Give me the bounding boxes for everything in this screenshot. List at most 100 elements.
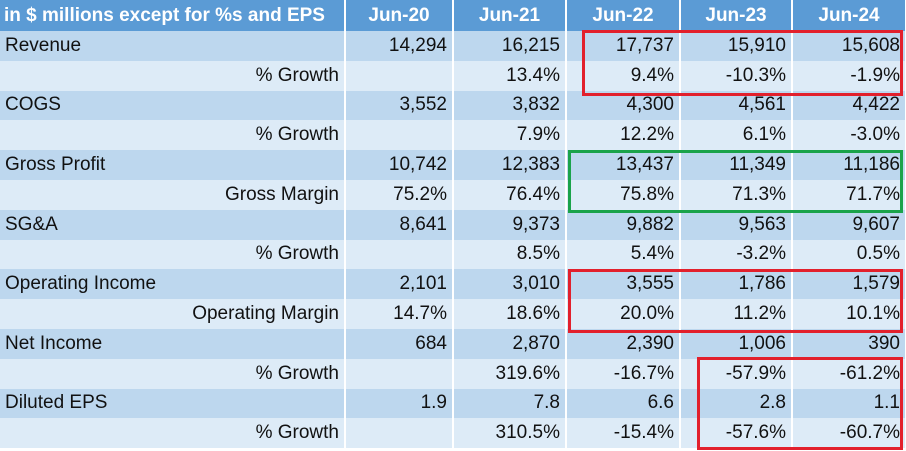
- cell: -1.9%: [792, 60, 906, 91]
- row-cogs: COGS 3,552 3,832 4,300 4,561 4,422: [0, 90, 906, 121]
- row-label: Revenue: [0, 31, 346, 61]
- cell: 13,437: [566, 150, 681, 180]
- cell: [345, 418, 454, 449]
- cell: 11,186: [792, 150, 906, 180]
- cell: -10.3%: [680, 60, 793, 91]
- row-gross-margin: Gross Margin 75.2% 76.4% 75.8% 71.3% 71.…: [0, 179, 906, 210]
- cell: [345, 239, 454, 270]
- row-gross-profit: Gross Profit 10,742 12,383 13,437 11,349…: [0, 150, 906, 180]
- row-label: Net Income: [0, 328, 346, 359]
- header-jun-21: Jun-21: [453, 0, 567, 31]
- cell: 4,561: [680, 90, 793, 121]
- cell: 10,742: [345, 150, 454, 180]
- cell: 310.5%: [453, 418, 567, 449]
- cell: 1.9: [345, 388, 454, 419]
- cell: 76.4%: [453, 179, 567, 210]
- header-label: in $ millions except for %s and EPS: [0, 0, 346, 31]
- cell: 6.6: [566, 388, 681, 419]
- cell: 3,010: [453, 269, 567, 300]
- cell: 2,390: [566, 328, 681, 359]
- cell: 4,300: [566, 90, 681, 121]
- cell: 9,607: [792, 209, 906, 240]
- cell: 1,786: [680, 269, 793, 300]
- cell: 14,294: [345, 31, 454, 61]
- cell: 9,373: [453, 209, 567, 240]
- header-jun-23: Jun-23: [680, 0, 793, 31]
- cell: 12,383: [453, 150, 567, 180]
- cell: 319.6%: [453, 358, 567, 389]
- cell: 0.5%: [792, 239, 906, 270]
- row-label: % Growth: [0, 418, 346, 449]
- cell: -3.0%: [792, 120, 906, 151]
- row-eps-growth: % Growth 310.5% -15.4% -57.6% -60.7%: [0, 418, 906, 449]
- cell: 4,422: [792, 90, 906, 121]
- row-label: % Growth: [0, 239, 346, 270]
- cell: 1.1: [792, 388, 906, 419]
- cell: 16,215: [453, 31, 567, 61]
- cell: 17,737: [566, 31, 681, 61]
- cell: 15,608: [792, 31, 906, 61]
- row-label: Operating Margin: [0, 299, 346, 329]
- cell: -61.2%: [792, 358, 906, 389]
- cell: 13.4%: [453, 60, 567, 91]
- cell: 1,579: [792, 269, 906, 300]
- header-row: in $ millions except for %s and EPS Jun-…: [0, 0, 906, 31]
- row-cogs-growth: % Growth 7.9% 12.2% 6.1% -3.0%: [0, 120, 906, 151]
- cell: -16.7%: [566, 358, 681, 389]
- row-sga-growth: % Growth 8.5% 5.4% -3.2% 0.5%: [0, 239, 906, 270]
- row-operating-income: Operating Income 2,101 3,010 3,555 1,786…: [0, 269, 906, 300]
- cell: 7.8: [453, 388, 567, 419]
- row-label: Operating Income: [0, 269, 346, 300]
- row-operating-margin: Operating Margin 14.7% 18.6% 20.0% 11.2%…: [0, 299, 906, 329]
- cell: 14.7%: [345, 299, 454, 329]
- cell: -60.7%: [792, 418, 906, 449]
- cell: 20.0%: [566, 299, 681, 329]
- row-label: % Growth: [0, 60, 346, 91]
- header-jun-22: Jun-22: [566, 0, 681, 31]
- row-label: % Growth: [0, 358, 346, 389]
- cell: 3,832: [453, 90, 567, 121]
- row-revenue: Revenue 14,294 16,215 17,737 15,910 15,6…: [0, 31, 906, 61]
- cell: -15.4%: [566, 418, 681, 449]
- cell: 11,349: [680, 150, 793, 180]
- cell: 2,870: [453, 328, 567, 359]
- cell: 8,641: [345, 209, 454, 240]
- cell: 11.2%: [680, 299, 793, 329]
- row-label: COGS: [0, 90, 346, 121]
- cell: 3,555: [566, 269, 681, 300]
- row-net-income: Net Income 684 2,870 2,390 1,006 390: [0, 328, 906, 359]
- cell: 2,101: [345, 269, 454, 300]
- row-label: Gross Margin: [0, 179, 346, 210]
- cell: 9,882: [566, 209, 681, 240]
- row-diluted-eps: Diluted EPS 1.9 7.8 6.6 2.8 1.1: [0, 388, 906, 419]
- cell: 3,552: [345, 90, 454, 121]
- cell: 1,006: [680, 328, 793, 359]
- cell: 8.5%: [453, 239, 567, 270]
- cell: 12.2%: [566, 120, 681, 151]
- row-sga: SG&A 8,641 9,373 9,882 9,563 9,607: [0, 209, 906, 240]
- cell: 5.4%: [566, 239, 681, 270]
- row-label: Diluted EPS: [0, 388, 346, 419]
- header-jun-24: Jun-24: [792, 0, 906, 31]
- cell: 75.2%: [345, 179, 454, 210]
- row-revenue-growth: % Growth 13.4% 9.4% -10.3% -1.9%: [0, 60, 906, 91]
- cell: 10.1%: [792, 299, 906, 329]
- cell: 684: [345, 328, 454, 359]
- cell: 71.3%: [680, 179, 793, 210]
- row-net-income-growth: % Growth 319.6% -16.7% -57.9% -61.2%: [0, 358, 906, 389]
- cell: -57.6%: [680, 418, 793, 449]
- cell: 9,563: [680, 209, 793, 240]
- row-label: SG&A: [0, 209, 346, 240]
- cell: 7.9%: [453, 120, 567, 151]
- cell: 71.7%: [792, 179, 906, 210]
- cell: 75.8%: [566, 179, 681, 210]
- row-label: % Growth: [0, 120, 346, 151]
- cell: [345, 358, 454, 389]
- cell: 18.6%: [453, 299, 567, 329]
- cell: -3.2%: [680, 239, 793, 270]
- cell: 6.1%: [680, 120, 793, 151]
- cell: 390: [792, 328, 906, 359]
- cell: [345, 120, 454, 151]
- cell: 15,910: [680, 31, 793, 61]
